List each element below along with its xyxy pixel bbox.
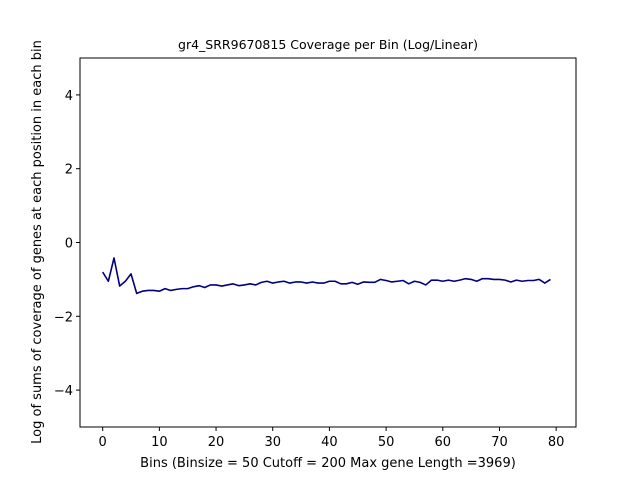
plot-area [101,257,551,295]
series-line-1 [101,257,551,295]
y-tick-label: 4 [65,89,73,104]
x-tick-label: 20 [208,435,225,450]
y-tick-label: 2 [65,163,73,178]
y-tick-label: −2 [54,310,73,325]
y-tick-label: −4 [54,384,73,399]
y-axis-label: Log of sums of coverage of genes at each… [30,40,45,444]
x-tick-label: 0 [99,435,107,450]
y-tick-label: 0 [65,237,73,252]
x-tick-label: 50 [378,435,395,450]
chart-title: gr4_SRR9670815 Coverage per Bin (Log/Lin… [178,37,478,52]
x-axis-label: Bins (Binsize = 50 Cutoff = 200 Max gene… [140,456,516,471]
x-axis: 0 10 20 30 40 50 60 70 80 [99,427,565,450]
x-tick-label: 30 [264,435,281,450]
x-tick-label: 60 [435,435,452,450]
x-tick-label: 80 [548,435,565,450]
y-axis: −4 −2 0 2 4 [54,89,80,399]
x-tick-label: 70 [491,435,508,450]
x-tick-label: 10 [151,435,168,450]
x-tick-label: 40 [321,435,338,450]
